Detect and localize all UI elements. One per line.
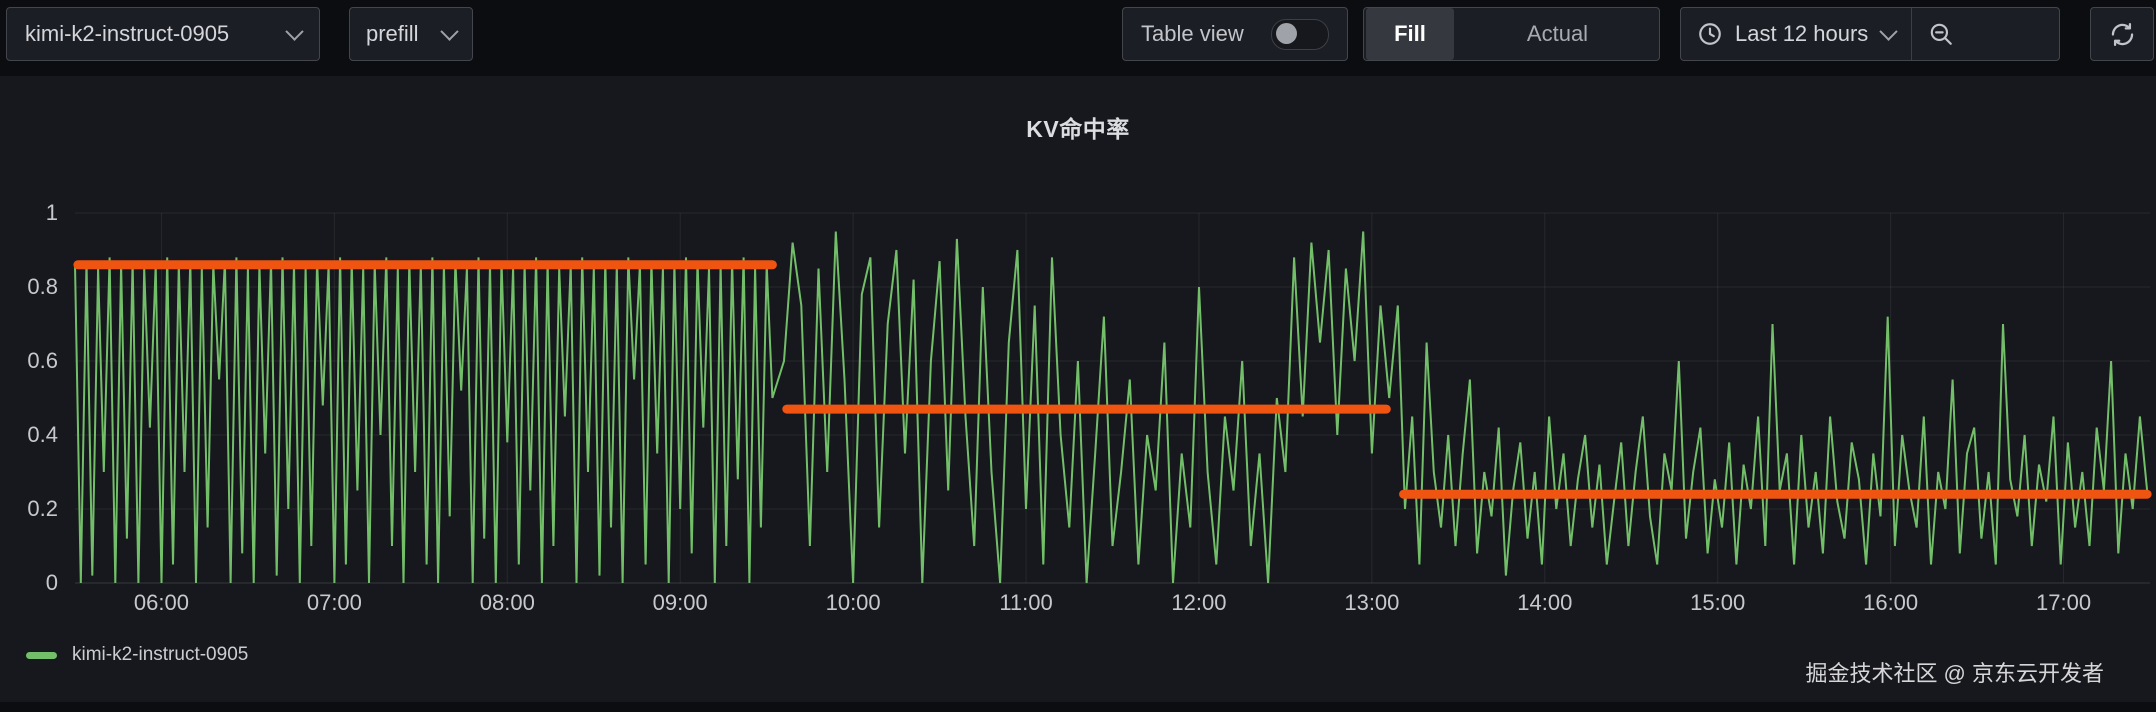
actual-option[interactable]: Actual [1526,21,1589,46]
time-range-picker[interactable]: Last 12 hours [1681,8,1911,60]
model-variable-dropdown[interactable]: kimi-k2-instruct-0905 [6,7,320,61]
divider [1911,8,1913,60]
kv-hit-rate-panel: KV命中率 0 0.2 0.4 0.6 0.8 1 06:00 07:00 08:00 09:00… [0,76,2156,702]
refresh-icon [2111,22,2133,46]
watermark-text: 掘金技术社区 @ 京东云开发者 [1805,661,2104,686]
refresh-button[interactable] [2090,7,2154,61]
x-axis-tick-label: 13:00 [1344,590,1399,615]
legend-item[interactable]: kimi-k2-instruct-0905 [26,644,248,666]
x-axis-tick-label: 15:00 [1690,590,1745,615]
stage-variable-dropdown[interactable]: prefill [349,7,473,61]
zoom-out-button[interactable] [1912,8,1969,60]
clock-icon [1699,23,1721,45]
y-axis-tick-label: 0.6 [27,348,58,373]
zoom-out-icon [1930,23,1952,45]
model-variable-label: kimi-k2-instruct-0905 [25,21,230,46]
panel-title: KV命中率 [1026,116,1130,142]
x-axis-tick-label: 17:00 [2036,590,2091,615]
x-axis-tick-label: 11:00 [999,590,1052,615]
fill-actual-segmented-control: Fill Actual [1363,7,1660,61]
y-axis-tick-label: 0.8 [27,274,58,299]
time-range-label: Last 12 hours [1735,21,1869,46]
series-color-swatch [26,651,57,659]
x-axis-tick-label: 06:00 [134,590,189,615]
chevron-down-icon [1879,21,1899,41]
y-axis-tick-label: 0.2 [27,496,58,521]
chart-canvas[interactable]: 0 0.2 0.4 0.6 0.8 1 06:00 07:00 08:00 09:00 10:00 1… [0,138,2156,638]
x-axis-tick-label: 16:00 [1863,590,1918,615]
x-axis-tick-label: 09:00 [653,590,708,615]
x-axis-tick-label: 14:00 [1517,590,1572,615]
toggle-knob [1276,22,1297,44]
series-line [74,231,2149,584]
y-axis-tick-label: 0 [46,570,58,595]
y-axis-tick-label: 0.4 [27,422,58,447]
table-view-control: Table view [1122,7,1348,61]
toolbar: kimi-k2-instruct-0905 prefill Table view… [0,0,2156,70]
x-axis-tick-label: 12:00 [1171,590,1226,615]
time-range-control: Last 12 hours [1680,7,2060,61]
chevron-down-icon [285,21,304,41]
x-axis-tick-label: 08:00 [480,590,535,615]
y-axis-tick-label: 1 [46,200,58,225]
x-axis-tick-label: 10:00 [826,590,881,615]
fill-option[interactable]: Fill [1366,8,1454,60]
chevron-down-icon [440,21,459,41]
table-view-label: Table view [1141,21,1244,46]
stage-variable-label: prefill [366,21,419,46]
legend-label: kimi-k2-instruct-0905 [72,644,249,665]
x-axis-tick-label: 07:00 [307,590,362,615]
table-view-toggle[interactable] [1271,18,1329,50]
